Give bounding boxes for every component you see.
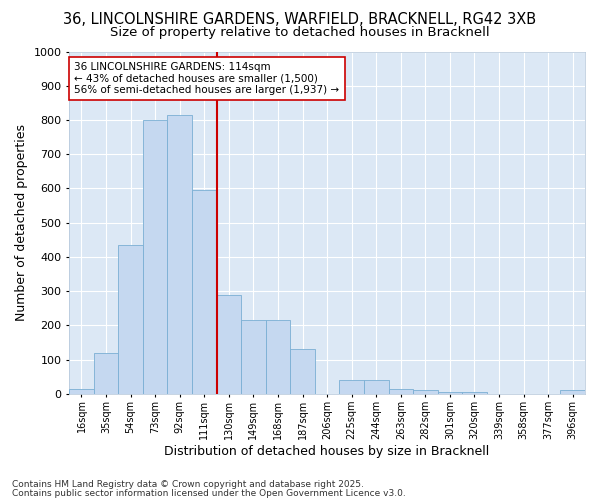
Bar [241,320,266,394]
Bar [192,190,217,394]
Text: Contains HM Land Registry data © Crown copyright and database right 2025.: Contains HM Land Registry data © Crown c… [12,480,364,489]
Bar [69,389,94,394]
Bar [217,294,241,394]
Bar [167,115,192,394]
Text: 36 LINCOLNSHIRE GARDENS: 114sqm
← 43% of detached houses are smaller (1,500)
56%: 36 LINCOLNSHIRE GARDENS: 114sqm ← 43% of… [74,62,340,95]
Bar [389,389,413,394]
Text: 36, LINCOLNSHIRE GARDENS, WARFIELD, BRACKNELL, RG42 3XB: 36, LINCOLNSHIRE GARDENS, WARFIELD, BRAC… [64,12,536,28]
Y-axis label: Number of detached properties: Number of detached properties [15,124,28,321]
Bar [413,390,437,394]
Bar [143,120,167,394]
Bar [118,245,143,394]
Bar [290,350,315,394]
Bar [266,320,290,394]
Bar [94,353,118,394]
Bar [560,390,585,394]
Bar [462,392,487,394]
X-axis label: Distribution of detached houses by size in Bracknell: Distribution of detached houses by size … [164,444,490,458]
Text: Contains public sector information licensed under the Open Government Licence v3: Contains public sector information licen… [12,488,406,498]
Bar [364,380,389,394]
Text: Size of property relative to detached houses in Bracknell: Size of property relative to detached ho… [110,26,490,39]
Bar [340,380,364,394]
Bar [437,392,462,394]
